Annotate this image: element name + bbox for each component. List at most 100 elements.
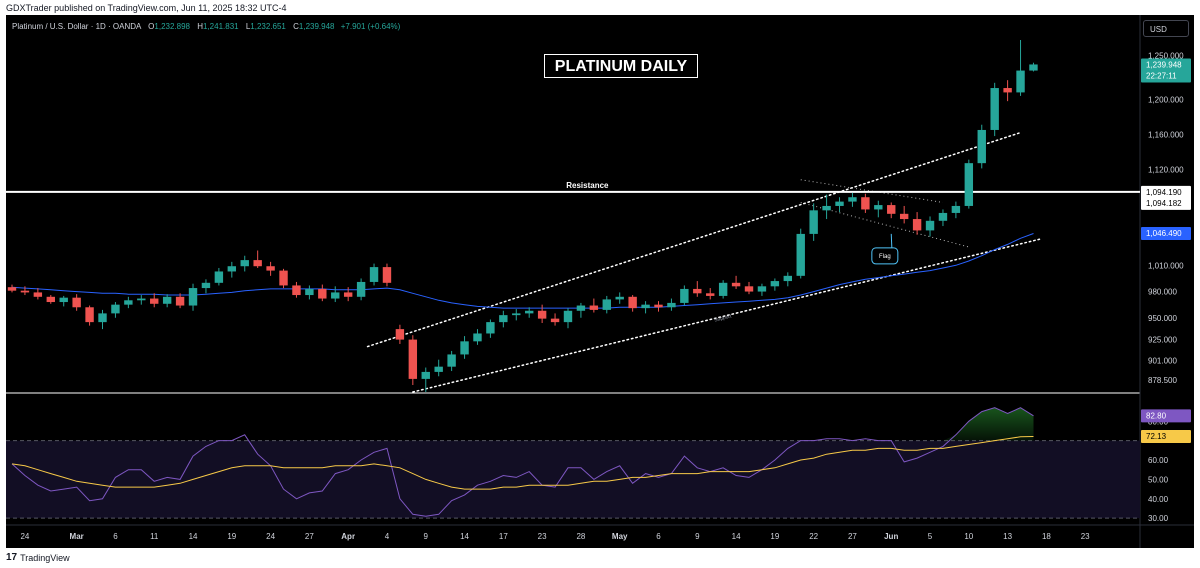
time-tick-label: 14 [732, 532, 741, 541]
candle-body [835, 201, 844, 206]
candle-body [98, 313, 107, 323]
candle-body [33, 292, 43, 297]
candle-body [757, 286, 767, 292]
price-tick-label: 1,250.000 [1148, 52, 1184, 61]
price-tick-label: 980.000 [1148, 288, 1177, 297]
candle-body [318, 288, 327, 299]
tradingview-logo-icon: 17 [6, 552, 18, 564]
time-tick-label: 23 [1081, 532, 1090, 541]
legend-open-key: O [148, 22, 155, 31]
time-tick-label: 14 [189, 532, 198, 541]
candle-body [1016, 70, 1025, 93]
candle-body [731, 282, 741, 287]
candle-body [460, 341, 469, 355]
candle-body [253, 260, 262, 267]
legend-close: 1,239.948 [298, 22, 335, 31]
price-tick-label: 1,160.000 [1148, 130, 1184, 139]
last-price-badge-bg [1141, 58, 1191, 83]
ma-badge-text: 1,046.490 [1146, 229, 1182, 238]
candle-body [162, 296, 172, 304]
price-tick-label: 1,120.000 [1148, 165, 1184, 174]
candle-body [382, 267, 392, 283]
time-tick-label: 27 [848, 532, 857, 541]
candle-body [421, 371, 430, 379]
candle-body [331, 292, 340, 299]
candle-body [85, 307, 94, 323]
time-tick-label: 9 [695, 532, 700, 541]
candle-body [447, 354, 456, 367]
candle-body [951, 205, 961, 213]
rsi-value-badge-text: 82.80 [1146, 411, 1167, 420]
candle-body [240, 260, 249, 267]
price-tick-label: 878.500 [1148, 376, 1177, 385]
candle-body [486, 322, 495, 334]
price-tick-label: 925.000 [1148, 336, 1177, 345]
candle-body [150, 298, 159, 304]
candle-body [434, 366, 443, 372]
candle-body [667, 302, 676, 308]
resistance-badge-text: 1,094.190 [1146, 188, 1182, 197]
candle-body [874, 205, 883, 210]
legend-open: 1,232.898 [154, 22, 190, 31]
candle-body [279, 270, 288, 286]
resistance-label: Resistance [566, 181, 609, 190]
candle-body [770, 281, 780, 287]
moving-average-line [11, 233, 1034, 309]
candle-body [512, 313, 521, 316]
price-tick-label: 950.000 [1148, 314, 1177, 323]
flag-upper-line [800, 179, 944, 203]
candle-body [576, 305, 586, 311]
currency-button[interactable]: USD [1143, 20, 1189, 37]
candle-body [563, 310, 573, 323]
footer-brand-label: TradingView [20, 552, 70, 563]
candle-body [822, 205, 831, 211]
candle-body [343, 292, 353, 297]
time-tick-label: 24 [20, 532, 29, 541]
candle-body [550, 318, 560, 323]
rsi-value-badge-bg [1141, 409, 1191, 423]
candle-body [188, 288, 198, 306]
time-tick-label: May [612, 532, 628, 541]
candle-body [499, 315, 508, 323]
legend-low-key: L [245, 22, 251, 31]
candle-body [305, 288, 314, 296]
candle-body [796, 233, 805, 276]
legend-close-key: C [293, 22, 299, 31]
candle-body [201, 282, 211, 289]
legend-low: 1,232.651 [250, 22, 286, 31]
resistance-badge-text: 1,094.182 [1146, 199, 1182, 208]
candle-body [744, 286, 754, 292]
candle-body [809, 210, 818, 234]
candle-body [20, 290, 30, 293]
rsi-tick-label: 60.00 [1148, 456, 1169, 465]
legend-high-key: H [197, 22, 203, 31]
candle-body [59, 297, 68, 303]
candle-body [137, 298, 146, 301]
rsi-ma-value-badge-text: 72.13 [1146, 432, 1167, 441]
resistance-badge-bg [1141, 185, 1191, 210]
rsi-ma-line [11, 436, 1034, 490]
channel-lower-line [412, 238, 1041, 393]
rsi-overbought-fill [930, 407, 1034, 441]
candle-body [369, 267, 379, 282]
legend-change: +7.901 (+0.64%) [340, 22, 401, 31]
last-price-badge-text: 22:27:11 [1146, 72, 1177, 81]
time-tick-label: Mar [70, 532, 84, 541]
candle-body [887, 205, 896, 214]
candle-body [111, 304, 120, 314]
time-tick-label: 4 [385, 532, 390, 541]
candle-body [473, 333, 482, 342]
time-tick-label: 24 [266, 532, 275, 541]
candle-body [124, 300, 133, 305]
candle-body [641, 304, 650, 309]
candle-body [925, 220, 935, 231]
candle-body [977, 129, 986, 164]
candle-body [589, 305, 599, 310]
time-tick-label: 28 [576, 532, 585, 541]
candle-body [227, 266, 237, 272]
candle-body [693, 288, 702, 294]
candle-body [899, 213, 909, 220]
candle-body [408, 339, 418, 379]
support-label: Support [714, 313, 733, 323]
